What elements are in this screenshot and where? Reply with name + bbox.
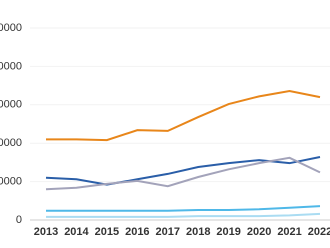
y-tick-label: 50000 xyxy=(0,176,22,188)
y-tick-label: 50000 xyxy=(0,99,22,111)
series-line xyxy=(46,205,321,212)
x-tick-label: 2022 xyxy=(308,226,330,238)
x-tick-label: 2019 xyxy=(216,226,240,238)
y-tick-label: 0 xyxy=(16,214,22,226)
series-line xyxy=(46,212,321,218)
x-tick-label: 2016 xyxy=(125,226,149,238)
series-line xyxy=(45,156,321,186)
y-tick-label: 50000 xyxy=(0,22,22,34)
x-tick-label: 2021 xyxy=(277,226,301,238)
x-tick-label: 2018 xyxy=(186,226,210,238)
x-tick-label: 2015 xyxy=(95,226,119,238)
x-tick-label: 2014 xyxy=(64,226,89,238)
series-line xyxy=(46,89,321,142)
x-tick-label: 2013 xyxy=(34,226,58,238)
x-tick-label: 2020 xyxy=(247,226,271,238)
series-line xyxy=(45,156,321,191)
x-tick-label: 2017 xyxy=(156,226,180,238)
